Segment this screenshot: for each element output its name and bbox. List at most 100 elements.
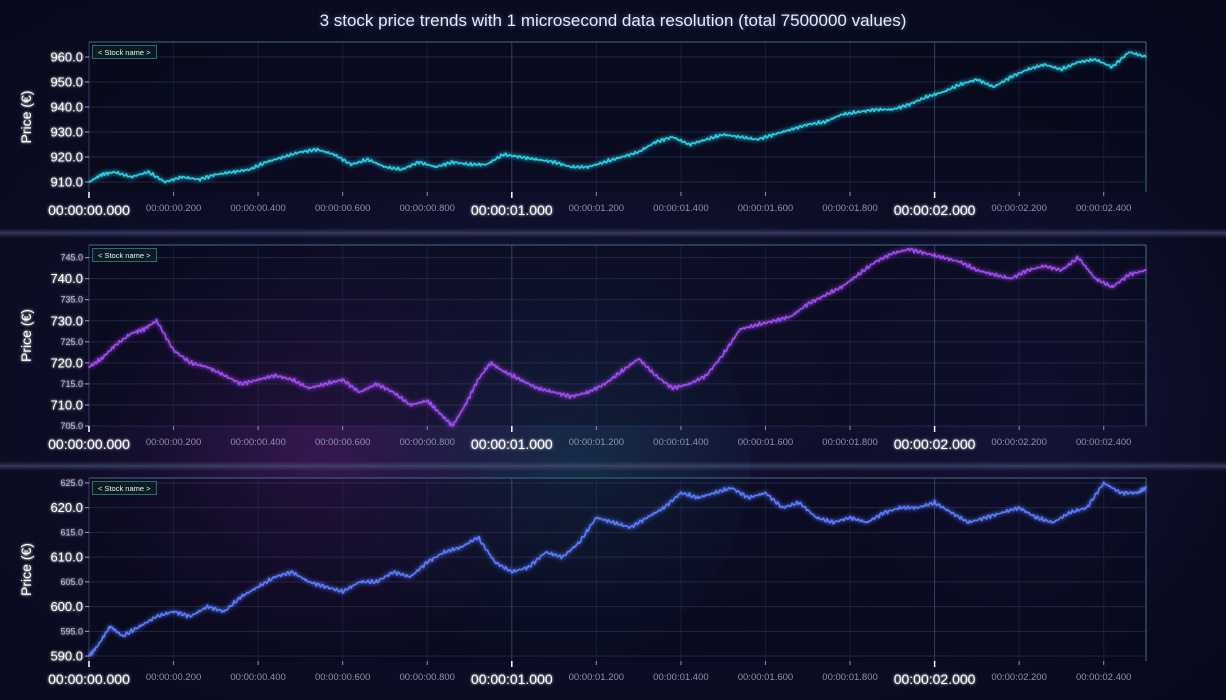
data-point [604,161,606,163]
x-tick-label-minor: 00:00:02.200 [991,672,1046,683]
data-point [189,362,192,364]
data-point [654,374,657,377]
data-point [333,153,336,156]
data-point [722,133,724,136]
data-point [299,151,302,153]
data-point [578,541,581,544]
x-tick-label-minor: 00:00:00.800 [399,203,454,214]
data-point [1136,492,1139,494]
data-point [637,151,640,153]
x-tick-label-minor: 00:00:01.600 [738,203,793,214]
data-point [113,171,116,173]
data-point [739,328,741,330]
data-point [561,556,564,558]
series-line [88,247,1147,427]
data-point [155,615,158,618]
data-point [908,248,911,251]
data-point [341,590,344,593]
data-point [1026,269,1029,272]
data-point [324,383,327,385]
legend-stock-name[interactable]: < Stock name > [92,248,157,262]
data-point [100,357,103,360]
data-point [705,138,708,141]
data-point [265,161,268,163]
data-point [536,387,538,389]
x-tick-label-minor: 00:00:00.600 [315,437,370,448]
y-tick-label: 615.0 [60,527,83,537]
x-tick-label-major: 00:00:02.000 [894,436,976,452]
data-point [206,605,209,608]
data-point [401,168,403,171]
series-line [88,481,1147,657]
data-point [164,181,166,183]
data-point [866,521,868,524]
data-point [274,374,276,377]
data-point [358,581,361,583]
x-tick-label-minor: 00:00:00.600 [315,203,370,214]
data-point [451,161,454,163]
y-tick-label: 710.0 [50,397,83,412]
data-point [967,521,970,524]
data-point [815,516,818,519]
data-point [857,111,860,113]
x-tick-label-major: 00:00:02.000 [894,202,976,218]
data-point [100,173,103,176]
y-tick-label: 605.0 [60,577,83,587]
y-tick-label: 600.0 [50,599,83,614]
data-point [756,324,758,326]
x-tick-label-minor: 00:00:01.400 [653,672,708,683]
data-point [1145,56,1147,58]
data-point [891,108,894,111]
data-point [747,496,750,499]
y-tick-label: 920.0 [50,150,83,165]
data-point [671,387,674,389]
data-point [358,391,361,394]
data-point [282,156,285,158]
data-point [375,581,378,583]
data-point [790,128,792,131]
y-tick-label: 620.0 [50,500,83,515]
y-tick-label: 745.0 [60,253,83,263]
data-point [637,357,640,360]
data-point [291,571,293,573]
y-tick-label: 950.0 [50,75,83,90]
data-point [147,171,149,173]
y-tick-label: 930.0 [50,125,83,140]
data-point [790,315,792,318]
x-tick-label-minor: 00:00:01.400 [653,437,708,448]
data-point [646,516,648,519]
data-point [536,158,538,161]
data-point [1077,61,1080,63]
data-point [426,561,429,563]
data-point [899,506,902,509]
data-point [439,412,441,415]
data-point [130,332,133,335]
data-point [172,610,175,613]
data-point [908,103,911,106]
x-tick-label-major: 00:00:02.000 [894,671,976,687]
x-tick-label-major: 00:00:00.000 [48,436,130,452]
data-point [942,256,944,259]
data-point [350,163,352,166]
data-point [122,635,124,638]
data-point [891,252,894,255]
panel-separator [0,228,1226,238]
data-point [874,108,877,111]
data-point [1052,521,1054,524]
data-point [739,136,741,138]
data-point [933,501,936,504]
data-point [773,133,775,136]
legend-stock-name[interactable]: < Stock name > [92,481,157,495]
legend-stock-name[interactable]: < Stock name > [92,45,157,59]
data-point [1043,63,1046,66]
y-tick-label: 960.0 [50,50,83,65]
data-point [806,303,809,305]
panel-3: 590.0 595.0 600.0 605.0 610.0 615.0 620.0 625.0… [18,477,1147,687]
panel-separator [0,461,1226,471]
data-point [409,576,412,578]
data-point [620,370,623,373]
y-tick-label: 590.0 [50,649,83,664]
data-point [130,176,133,178]
y-axis-title: Price (€) [18,309,34,362]
